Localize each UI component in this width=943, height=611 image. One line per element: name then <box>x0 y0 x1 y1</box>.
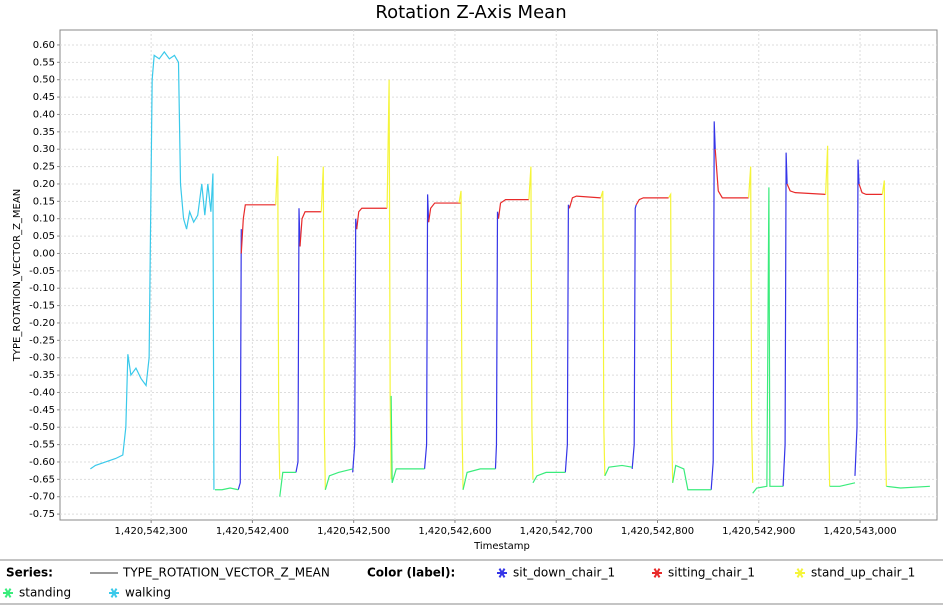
data-line <box>90 50 215 490</box>
x-axis-label: Timestamp <box>473 541 530 552</box>
y-tick-label: 0.40 <box>33 109 55 120</box>
legend-marker <box>795 568 805 578</box>
x-tick-label: 1,420,542,600 <box>418 526 491 537</box>
legend-label: standing <box>19 586 71 600</box>
y-tick-label: 0.35 <box>33 127 55 138</box>
legend-label: stand_up_chair_1 <box>811 566 915 580</box>
y-tick-label: 0.60 <box>33 40 55 51</box>
legend-marker <box>497 568 507 578</box>
legend-title: Color (label): <box>367 566 455 580</box>
legend-marker-stroke <box>498 568 506 578</box>
x-tick-label: 1,420,542,700 <box>520 526 593 537</box>
legend-marker <box>109 588 119 598</box>
y-tick-label: 0.15 <box>33 196 55 207</box>
y-tick-label: 0.30 <box>33 144 55 155</box>
y-tick-label: -0.40 <box>29 387 55 398</box>
y-tick-label: -0.45 <box>29 405 55 416</box>
x-tick-label: 1,420,542,400 <box>216 526 289 537</box>
y-tick-label: -0.70 <box>29 492 55 503</box>
plot-area <box>59 29 938 521</box>
y-tick-label: -0.60 <box>29 457 55 468</box>
y-tick-label: 0.00 <box>33 248 55 259</box>
data-line <box>240 149 883 254</box>
legend-title: Series: <box>6 566 53 580</box>
x-tick-label: 1,420,542,500 <box>317 526 390 537</box>
legend-marker-stroke <box>110 588 118 598</box>
y-tick-label: 0.10 <box>33 214 55 225</box>
y-tick-label: -0.20 <box>29 318 55 329</box>
legend-label: walking <box>125 586 171 600</box>
chart-title: Rotation Z-Axis Mean <box>375 2 566 23</box>
y-tick-label: -0.65 <box>29 474 55 485</box>
legend-marker-stroke <box>4 588 12 598</box>
y-tick-label: -0.75 <box>29 509 55 520</box>
legend-label: sit_down_chair_1 <box>513 566 615 580</box>
y-tick-label: 0.20 <box>33 179 55 190</box>
legend-marker-stroke <box>796 568 804 578</box>
x-tick-label: 1,420,542,300 <box>115 526 188 537</box>
y-tick-label: -0.15 <box>29 301 55 312</box>
x-tick-label: 1,420,542,800 <box>621 526 694 537</box>
y-tick-label: 0.45 <box>33 92 55 103</box>
y-axis-label: TYPE_ROTATION_VECTOR_Z_MEAN <box>12 189 23 362</box>
x-tick-label: 1,420,542,900 <box>722 526 795 537</box>
y-tick-label: -0.35 <box>29 370 55 381</box>
y-tick-label: -0.05 <box>29 266 55 277</box>
data-line <box>275 79 887 490</box>
y-tick-label: 0.55 <box>33 57 55 68</box>
legend-label: sitting_chair_1 <box>668 566 755 580</box>
x-tick-label: 1,420,543,000 <box>823 526 896 537</box>
y-tick-label: 0.25 <box>33 162 55 173</box>
y-tick-label: -0.25 <box>29 335 55 346</box>
y-tick-label: -0.50 <box>29 422 55 433</box>
data-line <box>214 187 930 497</box>
y-tick-label: 0.50 <box>33 75 55 86</box>
data-line <box>237 121 860 490</box>
legend-marker <box>3 588 13 598</box>
y-tick-label: 0.05 <box>33 231 55 242</box>
y-tick-label: -0.10 <box>29 283 55 294</box>
legend-marker <box>652 568 662 578</box>
y-tick-label: -0.30 <box>29 353 55 364</box>
legend-series-name: TYPE_ROTATION_VECTOR_Z_MEAN <box>122 566 330 580</box>
legend-marker-stroke <box>653 568 661 578</box>
y-tick-label: -0.55 <box>29 440 55 451</box>
